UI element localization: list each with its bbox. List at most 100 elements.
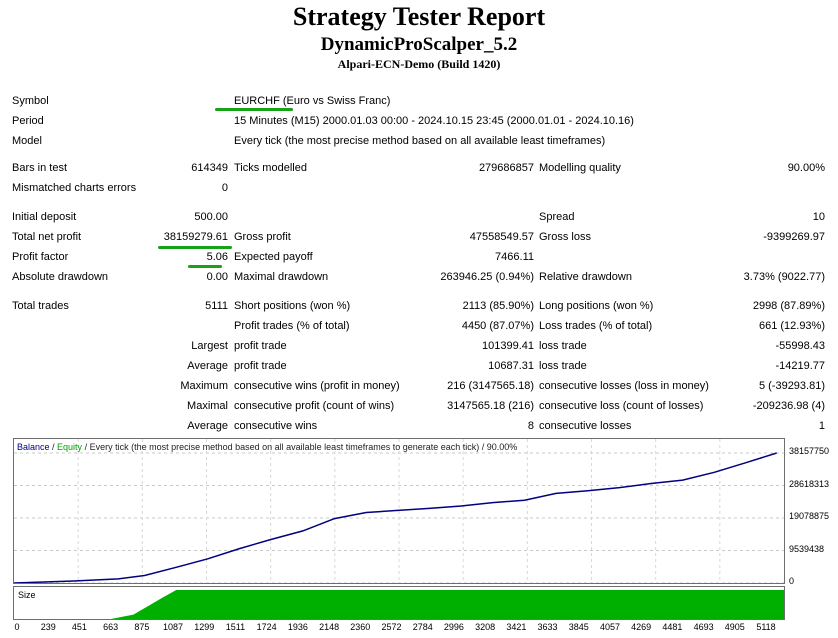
maxwins-value: 216 (3147565.18) [447, 380, 534, 392]
maxlosses-value: 5 (-39293.81) [758, 380, 825, 392]
size-chart: Size [13, 586, 785, 620]
x-tick-label: 4905 [724, 622, 745, 632]
period-label: Period [12, 115, 44, 127]
pf-value: 5.06 [206, 251, 228, 263]
legend-equity: Equity [57, 442, 83, 452]
largest-label: Largest [191, 340, 228, 352]
grossloss-value: -9399269.97 [763, 231, 825, 243]
average2-label: Average [187, 420, 228, 432]
reldd-label: Relative drawdown [539, 271, 632, 283]
average-lt-value: -14219.77 [775, 360, 825, 372]
mismatch-label: Mismatched charts errors [12, 182, 137, 194]
y-tick-label: 0 [789, 576, 795, 586]
trades-value: 5111 [205, 300, 228, 312]
ticks-value: 279686857 [478, 162, 534, 174]
quality-label: Modelling quality [539, 162, 621, 174]
average-lt-label: loss trade [539, 360, 587, 372]
largest-pt-label: profit trade [234, 340, 287, 352]
ticks-label: Ticks modelled [234, 162, 307, 174]
maxdd-label: Maximal drawdown [234, 271, 329, 283]
x-tick-label: 4057 [599, 622, 620, 632]
x-tick-label: 1511 [225, 622, 246, 632]
model-label: Model [12, 135, 42, 147]
spread-value: 10 [812, 211, 825, 223]
symbol-label: Symbol [12, 95, 49, 107]
maxprofit-value: 3147565.18 (216) [447, 400, 534, 412]
netprofit-underline [158, 246, 232, 249]
y-tick-label: 28618313 [789, 478, 830, 489]
x-tick-label: 3845 [568, 622, 589, 632]
size-area [14, 590, 784, 619]
y-tick-label: 38157750 [789, 446, 830, 456]
x-tick-label: 2148 [319, 622, 340, 632]
short-label: Short positions (won %) [234, 300, 351, 312]
largest-pt-value: 101399.41 [482, 340, 534, 352]
mismatch-value: 0 [221, 182, 228, 194]
x-tick-label: 2784 [412, 622, 433, 632]
expert-name: DynamicProScalper_5.2 [320, 34, 518, 55]
deposit-label: Initial deposit [12, 211, 77, 223]
maxlosses-label: consecutive losses (loss in money) [539, 380, 709, 392]
largest-lt-value: -55998.43 [775, 340, 825, 352]
maxloss-value: -209236.98 (4) [752, 400, 825, 412]
bars-value: 614349 [191, 162, 228, 174]
x-tick-label: 4269 [631, 622, 652, 632]
pf-label: Profit factor [12, 251, 69, 263]
x-tick-label: 2996 [443, 622, 464, 632]
reldd-value: 3.73% (9022.77) [743, 271, 825, 283]
short-value: 2113 (85.90%) [462, 300, 534, 312]
grossprofit-value: 47558549.57 [469, 231, 534, 243]
bars-label: Bars in test [12, 162, 68, 174]
x-tick-label: 239 [40, 622, 56, 632]
server-name: Alpari-ECN-Demo (Build 1420) [337, 57, 501, 71]
balance-chart: Balance / Equity / Every tick (the most … [13, 438, 785, 584]
avglosses-value: 1 [818, 420, 825, 432]
size-label: Size [18, 590, 36, 600]
avgwins-value: 8 [527, 420, 534, 432]
x-tick-label: 0 [14, 622, 20, 632]
x-tick-label: 451 [71, 622, 87, 632]
maximal-label: Maximal [187, 400, 228, 412]
x-tick-label: 2360 [350, 622, 371, 632]
ltrades-value: 661 (12.93%) [758, 320, 825, 332]
x-tick-label: 1087 [163, 622, 184, 632]
x-tick-label: 3633 [537, 622, 558, 632]
long-label: Long positions (won %) [539, 300, 654, 312]
spread-label: Spread [539, 211, 575, 223]
x-tick-label: 1299 [194, 622, 215, 632]
netprofit-label: Total net profit [12, 231, 82, 243]
chart-legend: Balance / Equity / Every tick (the most … [17, 442, 517, 452]
x-tick-label: 4481 [662, 622, 683, 632]
x-tick-label: 4693 [693, 622, 714, 632]
average-label: Average [187, 360, 228, 372]
absdd-label: Absolute drawdown [12, 271, 109, 283]
x-tick-label: 875 [134, 622, 150, 632]
ptrades-label: Profit trades (% of total) [234, 320, 350, 332]
period-value: 15 Minutes (M15) 2000.01.03 00:00 - 2024… [234, 115, 634, 127]
avgwins-label: consecutive wins [234, 420, 318, 432]
legend-balance: Balance [17, 442, 50, 452]
symbol-value: EURCHF (Euro vs Swiss Franc) [234, 95, 391, 107]
x-tick-label: 2572 [381, 622, 402, 632]
ltrades-label: Loss trades (% of total) [539, 320, 653, 332]
quality-value: 90.00% [787, 162, 825, 174]
report-title: Strategy Tester Report [292, 2, 546, 31]
absdd-value: 0.00 [206, 271, 228, 283]
largest-lt-label: loss trade [539, 340, 587, 352]
avglosses-label: consecutive losses [539, 420, 632, 432]
maxwins-label: consecutive wins (profit in money) [234, 380, 400, 392]
average-pt-label: profit trade [234, 360, 287, 372]
legend-description: / Every tick (the most precise method ba… [82, 442, 518, 452]
y-tick-label: 19078875 [789, 511, 830, 521]
maxdd-value: 263946.25 (0.94%) [440, 271, 534, 283]
long-value: 2998 (87.89%) [752, 300, 825, 312]
payoff-value: 7466.11 [495, 251, 534, 263]
model-value: Every tick (the most precise method base… [234, 135, 606, 147]
average-pt-value: 10687.31 [488, 360, 534, 372]
x-tick-label: 1724 [256, 622, 277, 632]
size-chart-svg [14, 590, 784, 619]
payoff-label: Expected payoff [234, 251, 313, 263]
netprofit-value: 38159279.61 [163, 231, 228, 243]
x-tick-label: 663 [103, 622, 119, 632]
x-tick-label: 1936 [287, 622, 308, 632]
